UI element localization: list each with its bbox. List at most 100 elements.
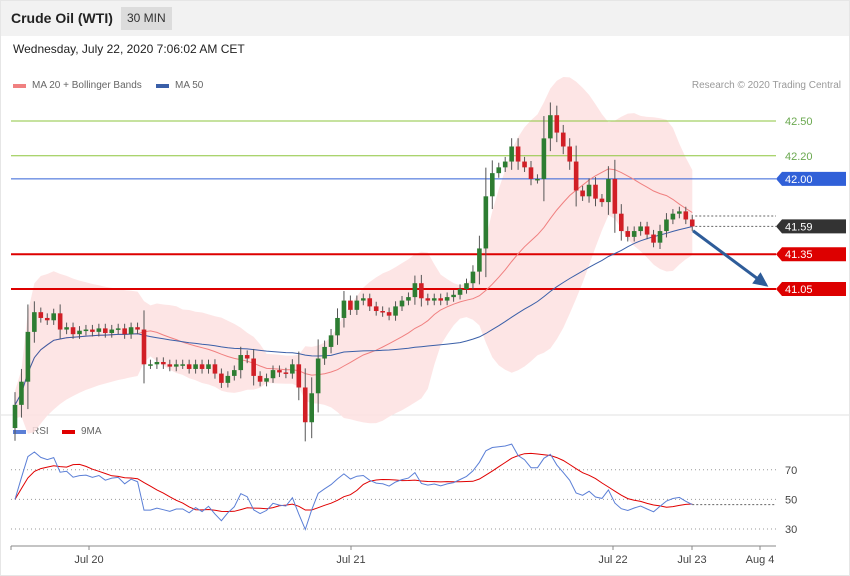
candle (509, 146, 514, 162)
candle (444, 297, 450, 301)
candle (502, 161, 508, 168)
candle (593, 184, 598, 199)
candle (167, 364, 173, 367)
ma20-swatch (13, 83, 26, 88)
candle (431, 298, 437, 301)
candle (341, 300, 347, 318)
candle (193, 364, 198, 369)
candle (515, 146, 521, 162)
level-label-4: 41.05 (785, 284, 813, 296)
candle (657, 231, 663, 243)
candle (361, 298, 366, 301)
forecast-arrow-shaft (692, 229, 767, 287)
level-tag-4 (776, 282, 846, 296)
legend-ma9: 9MA (62, 426, 102, 437)
candle (631, 231, 637, 237)
candle (644, 226, 650, 235)
candle (348, 300, 353, 310)
candle (380, 311, 385, 313)
candle (651, 234, 656, 243)
candle (148, 364, 153, 366)
candle (290, 364, 295, 374)
candle (670, 213, 676, 220)
legend-ma20: MA 20 + Bollinger Bands (13, 80, 142, 91)
candle (64, 327, 69, 330)
x-tick-label: Jul 23 (677, 554, 706, 566)
candle (199, 364, 205, 369)
candle (244, 355, 250, 359)
candle (386, 312, 392, 316)
candle (270, 370, 276, 379)
candle (173, 364, 179, 367)
candle (135, 327, 140, 330)
rsi-line (14, 443, 693, 531)
ma20-label: MA 20 + Bollinger Bands (32, 80, 142, 91)
level-label-2: 42.00 (785, 174, 813, 186)
candle (464, 283, 469, 289)
legend-ma50: MA 50 (156, 80, 203, 91)
x-tick-label: Jul 21 (336, 554, 365, 566)
legend-rsi: RSI (13, 426, 49, 437)
candle (154, 361, 160, 365)
candle (264, 378, 269, 382)
candle (535, 178, 540, 181)
candle (335, 317, 340, 336)
ma50-line (14, 226, 693, 406)
candle (683, 211, 689, 220)
rsi-swatch (13, 429, 26, 434)
candle (19, 381, 24, 405)
rsi-tick-30: 30 (785, 524, 797, 536)
candle (122, 328, 127, 335)
candle (77, 330, 82, 335)
candle (51, 313, 56, 321)
candle (103, 328, 108, 334)
candle (638, 226, 643, 232)
candle (664, 219, 669, 232)
candle (425, 298, 431, 301)
candle (406, 297, 411, 301)
candle (490, 173, 495, 197)
timeframe-badge[interactable]: 30 MIN (121, 7, 172, 30)
candle (373, 306, 379, 312)
candle (251, 358, 256, 376)
candle (25, 331, 31, 382)
candle (70, 327, 76, 335)
candle (412, 283, 418, 298)
ma50-label: MA 50 (175, 80, 204, 91)
candle (573, 161, 579, 191)
candle (83, 329, 89, 332)
rsi-label: RSI (32, 426, 49, 437)
candle (109, 329, 115, 334)
candle (367, 298, 373, 307)
candle (161, 361, 166, 365)
candle (44, 317, 50, 321)
candle (612, 178, 618, 214)
candle (277, 370, 282, 373)
level-label-0: 42.50 (785, 116, 813, 128)
candle (567, 146, 572, 162)
x-tick-label: Aug 4 (746, 554, 775, 566)
rsi-tick-70: 70 (785, 465, 797, 477)
candle (309, 393, 314, 423)
candle (470, 271, 476, 284)
x-tick-label: Jul 20 (74, 554, 103, 566)
candle (283, 372, 289, 374)
candle (90, 329, 95, 332)
candle (302, 387, 308, 423)
chart-header: Crude Oil (WTI) 30 MIN (0, 0, 850, 36)
candles-group (12, 102, 695, 442)
candle (128, 327, 134, 335)
level-tag-2 (776, 171, 846, 186)
candle (12, 404, 18, 429)
candle (32, 312, 37, 332)
ma9-label: 9MA (81, 426, 102, 437)
candle (141, 329, 147, 365)
candle (477, 248, 482, 272)
candle (528, 167, 534, 179)
candle (219, 373, 224, 383)
candle (115, 328, 121, 330)
x-tick-label: Jul 22 (598, 554, 627, 566)
candle (580, 190, 585, 197)
ma9-swatch (62, 429, 75, 434)
